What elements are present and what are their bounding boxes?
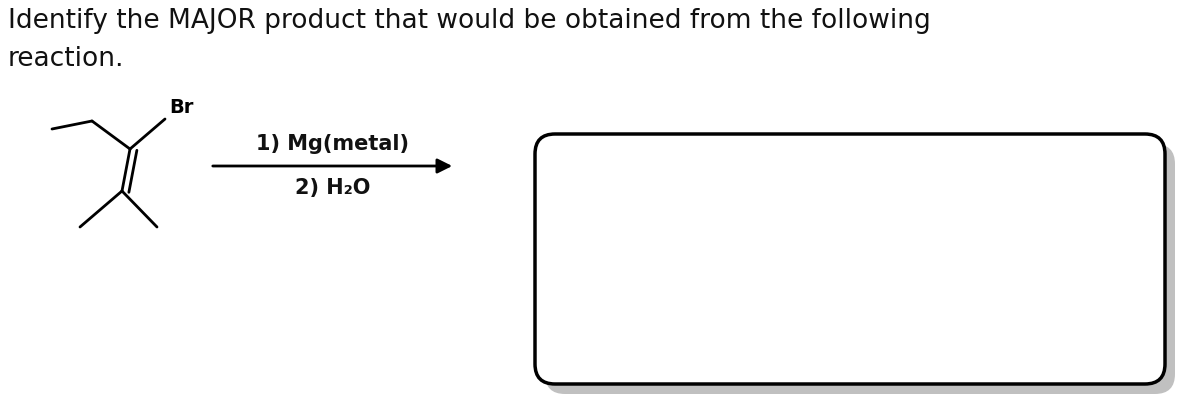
FancyBboxPatch shape xyxy=(545,144,1175,394)
Text: Br: Br xyxy=(169,98,193,117)
Text: 2) H₂O: 2) H₂O xyxy=(295,178,370,198)
Text: 1) Mg(metal): 1) Mg(metal) xyxy=(256,134,409,154)
Text: Identify the MAJOR product that would be obtained from the following: Identify the MAJOR product that would be… xyxy=(8,8,931,34)
FancyBboxPatch shape xyxy=(535,134,1165,384)
Text: reaction.: reaction. xyxy=(8,46,125,72)
